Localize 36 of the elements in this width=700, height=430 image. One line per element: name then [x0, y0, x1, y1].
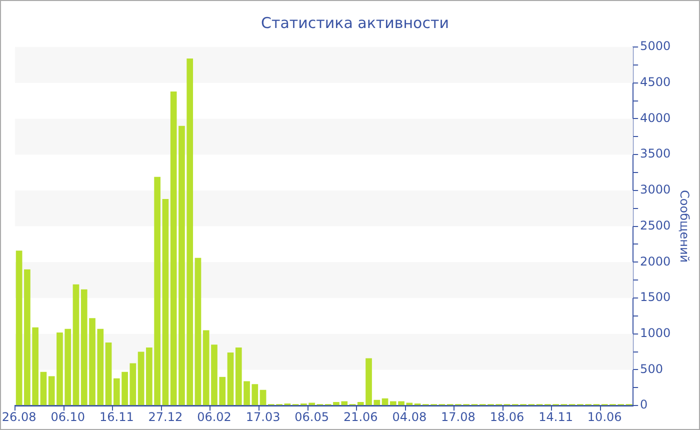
- y-tick-label: 1500: [640, 290, 671, 304]
- bar: [72, 284, 80, 406]
- x-tick-label: 14.11: [538, 410, 573, 424]
- y-tick-label: 2000: [640, 254, 671, 268]
- x-tick-label: 18.06: [490, 410, 524, 424]
- bar: [40, 372, 47, 406]
- x-tick-label: 16.11: [99, 410, 134, 424]
- y-tick-label: 2500: [640, 218, 671, 232]
- x-tick-label: 17.03: [246, 410, 280, 424]
- bar: [260, 390, 266, 406]
- x-tick-label: 06.05: [294, 410, 330, 424]
- y-tick-label: 500: [640, 362, 663, 376]
- y-tick-label: 1000: [640, 326, 671, 340]
- y-tick-label: 4000: [640, 110, 671, 125]
- bar: [227, 352, 234, 406]
- x-tick-label: 10.06: [587, 410, 622, 424]
- x-tick-label: 06.02: [197, 410, 232, 424]
- bar: [138, 352, 144, 406]
- y-tick-label: 0: [640, 398, 648, 412]
- bar: [105, 342, 112, 406]
- y-axis-title: Сообщений: [678, 190, 692, 263]
- x-tick-label: 06.10: [50, 410, 86, 424]
- y-tick-label: 4500: [640, 74, 671, 89]
- y-tick-label: 3000: [640, 182, 671, 197]
- x-tick-label: 17.08: [441, 410, 476, 424]
- bar: [162, 199, 169, 406]
- bar: [16, 250, 22, 406]
- x-tick-label: 27.12: [148, 410, 183, 424]
- bar: [194, 258, 202, 406]
- chart-title: Статистика активности: [261, 14, 449, 32]
- bar: [382, 398, 388, 406]
- x-tick-label: 26.08: [2, 410, 36, 424]
- y-tick-label: 3500: [640, 146, 671, 161]
- x-tick-label: 21.06: [343, 410, 378, 424]
- y-tick-label: 5000: [640, 39, 671, 54]
- x-tick-label: 04.08: [392, 410, 427, 424]
